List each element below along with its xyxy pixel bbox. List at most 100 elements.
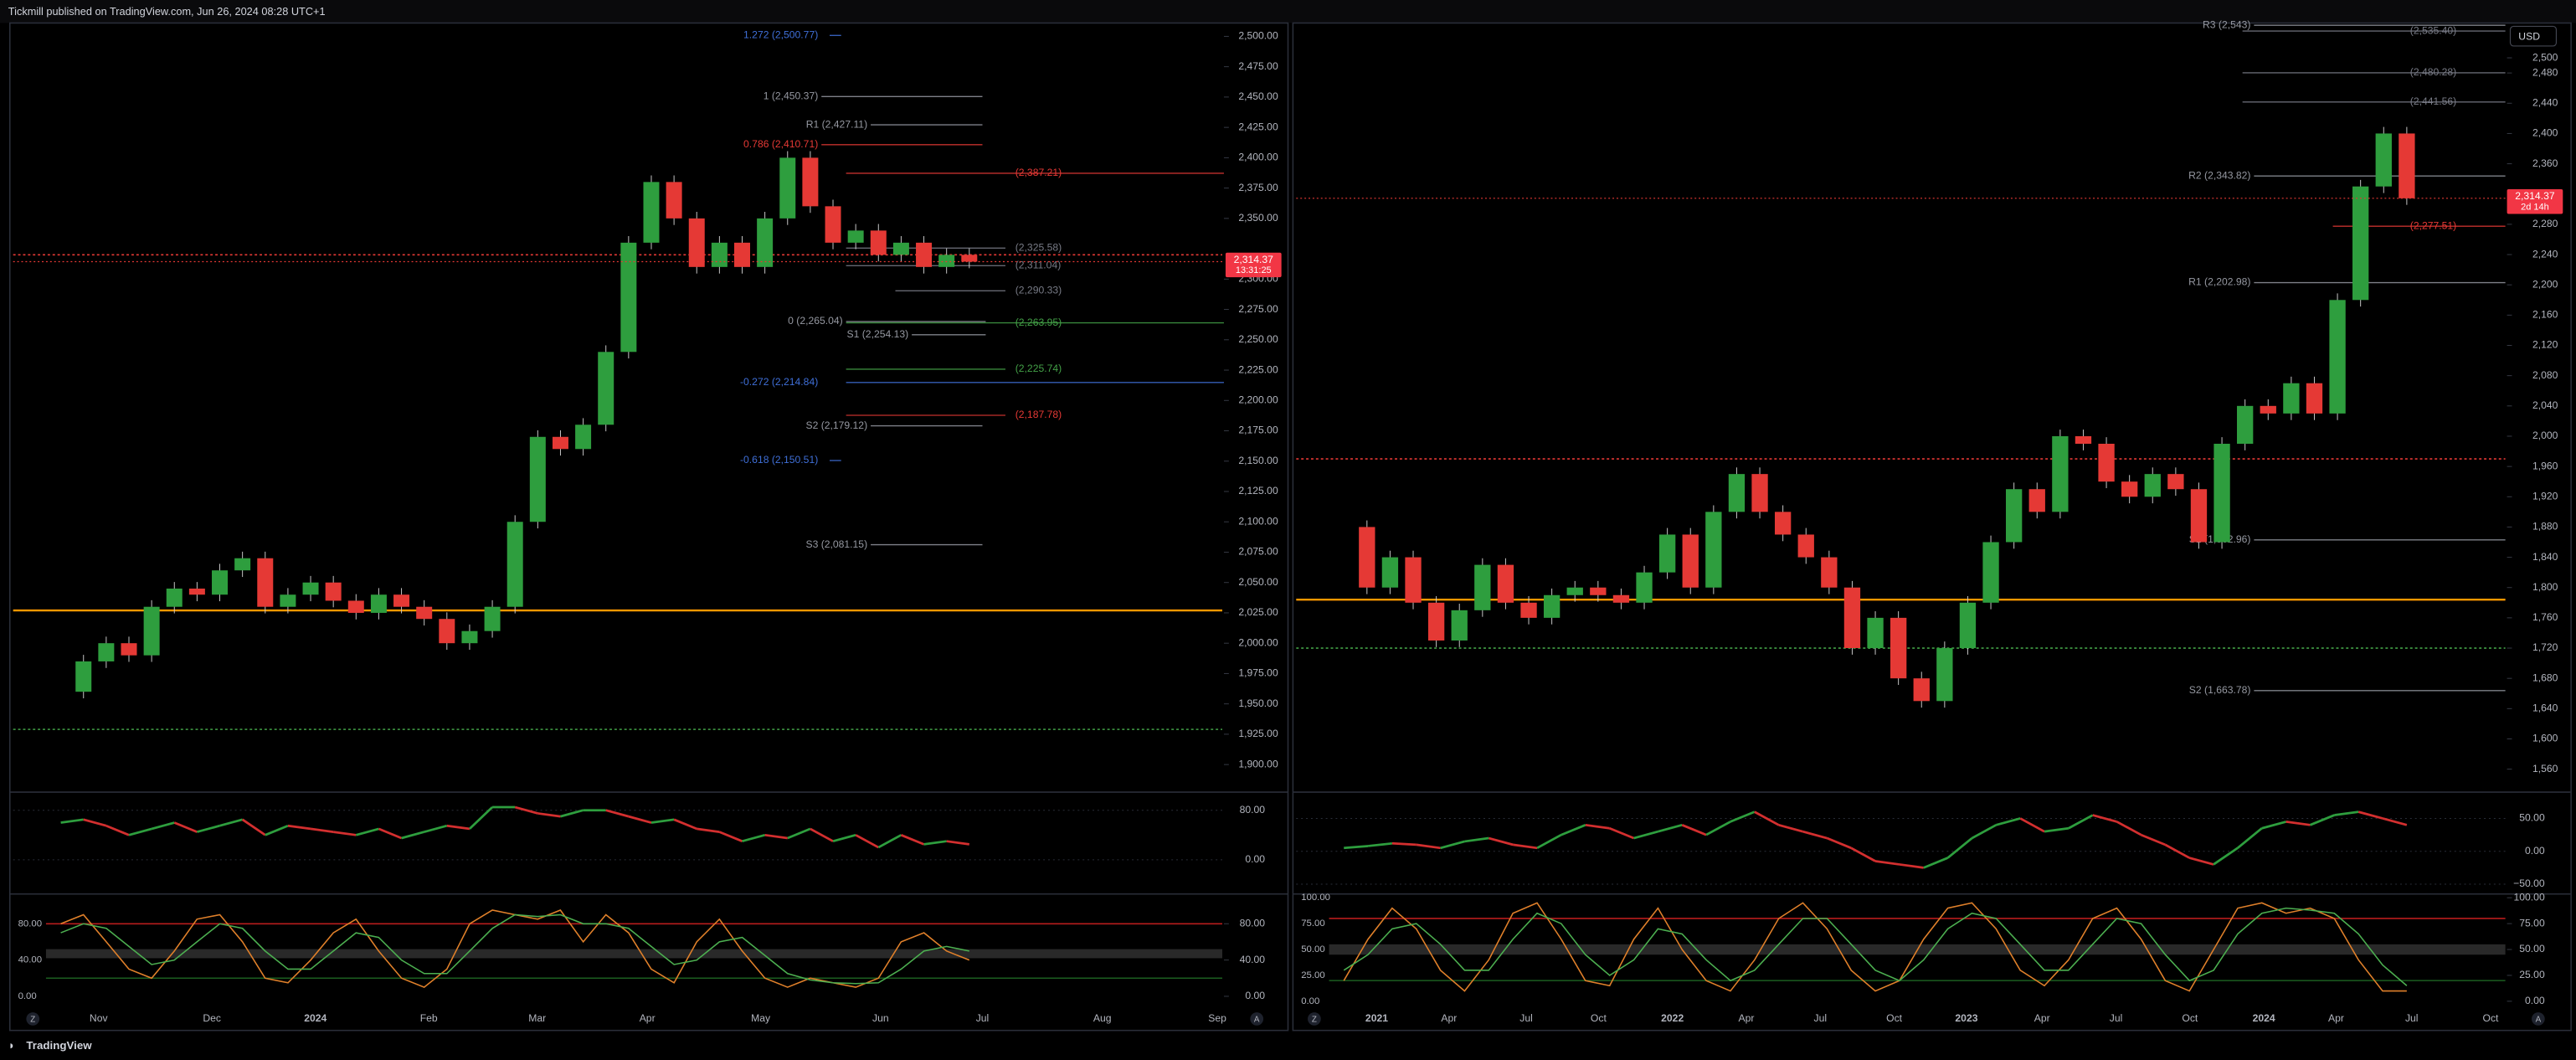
rsi-segment xyxy=(1464,836,1489,843)
time-label: Jul xyxy=(976,1012,990,1024)
rsi-segment xyxy=(537,812,561,818)
level-label: 0 (2,265.04) xyxy=(788,315,843,327)
price-tick-label: 2,175.00 xyxy=(1238,425,1278,436)
currency-label: USD xyxy=(2518,30,2540,42)
rsi-segment xyxy=(1561,824,1586,836)
level-label: R1 (2,202.98) xyxy=(2188,276,2250,288)
rsi-segment xyxy=(1367,841,1393,847)
stoch-tick-label-left: 40.00 xyxy=(18,955,42,965)
price-tick-label: 2,225.00 xyxy=(1238,363,1278,375)
time-label: Oct xyxy=(2482,1012,2499,1024)
time-label: Apr xyxy=(1441,1012,1457,1024)
candle xyxy=(461,630,478,644)
rsi-segment xyxy=(332,831,357,836)
time-label: 2021 xyxy=(1365,1012,1388,1024)
price-tick-label: 2,200 xyxy=(2532,278,2558,290)
stoch-tick-label-left: 100.00 xyxy=(1301,893,1330,903)
rsi-segment xyxy=(265,824,289,836)
level-label: S2 (2,179.12) xyxy=(805,419,867,431)
rsi-segment xyxy=(2116,821,2142,836)
stoch-tick-label: 0.00 xyxy=(2525,995,2545,1006)
rsi-segment xyxy=(1754,810,1780,826)
level-label: R1 (2,427.11) xyxy=(806,118,867,130)
price-tick-label: 1,840 xyxy=(2532,551,2558,563)
candle xyxy=(620,242,637,352)
rsi-segment xyxy=(310,827,334,833)
rsi-segment xyxy=(2188,857,2214,866)
price-tick-label: 2,080 xyxy=(2532,369,2558,381)
candle xyxy=(75,661,92,692)
candle xyxy=(916,242,933,267)
rsi-segment xyxy=(2044,826,2070,833)
rsi-segment xyxy=(1440,840,1465,850)
rsi-segment xyxy=(287,824,311,831)
candle xyxy=(666,182,682,219)
rsi-segment xyxy=(673,818,697,831)
rsi-segment xyxy=(2164,843,2190,859)
price-tick-label: 2,160 xyxy=(2532,309,2558,321)
price-tick-label: 2,450.00 xyxy=(1238,90,1278,102)
rsi-segment xyxy=(787,827,811,840)
candle xyxy=(325,582,342,601)
price-tick-label: 2,100.00 xyxy=(1238,515,1278,527)
candle xyxy=(1658,534,1676,573)
candle xyxy=(1474,564,1491,610)
time-label: Apr xyxy=(2034,1012,2050,1024)
rsi-segment xyxy=(105,824,130,836)
level-label: (2,290.33) xyxy=(1015,285,1062,296)
rsi-segment xyxy=(1416,843,1441,850)
price-tick-label: 2,350.00 xyxy=(1238,212,1278,224)
rsi-segment xyxy=(1778,823,1803,833)
candle xyxy=(439,619,455,644)
rsi-segment xyxy=(1971,824,1997,840)
level-label: (2,535.40) xyxy=(2410,24,2456,36)
time-label: Jul xyxy=(1519,1012,1533,1024)
rsi-segment xyxy=(2237,827,2263,849)
rsi-segment xyxy=(1585,823,1610,830)
candle xyxy=(188,588,205,595)
candle xyxy=(1682,534,1699,588)
candle xyxy=(2306,383,2323,414)
candle xyxy=(121,643,137,656)
last-price-tag xyxy=(2507,189,2563,214)
price-tick-label: 2,125.00 xyxy=(1238,485,1278,497)
stoch-tick-label: 100.00 xyxy=(2514,891,2545,903)
rsi-segment xyxy=(697,827,720,833)
level-label: (2,225.74) xyxy=(1015,363,1062,374)
price-tick-label: 2,400 xyxy=(2532,127,2558,139)
rsi-segment xyxy=(2357,810,2383,820)
candle xyxy=(1427,602,1445,641)
time-label: Nov xyxy=(90,1012,109,1024)
price-tick-label: 2,040 xyxy=(2532,399,2558,411)
candle xyxy=(961,255,978,262)
rsi-segment xyxy=(1391,841,1417,846)
rsi-segment xyxy=(2261,821,2286,830)
rsi-segment xyxy=(1513,843,1538,850)
candle xyxy=(802,157,819,207)
publisher: Tickmill published on TradingView.com, J… xyxy=(8,5,326,18)
price-tick-label: 1,975.00 xyxy=(1238,667,1278,679)
time-label: Apr xyxy=(640,1012,656,1024)
stoch-tick-label: 50.00 xyxy=(2519,943,2545,955)
candle xyxy=(1728,474,1746,512)
rsi-segment xyxy=(1681,824,1707,836)
candle xyxy=(1590,587,1607,595)
candle xyxy=(506,522,523,607)
time-label: Jul xyxy=(2110,1012,2123,1024)
candle xyxy=(1381,557,1399,588)
rsi-tick-label: 0.00 xyxy=(2525,845,2545,857)
time-label: Jul xyxy=(2405,1012,2419,1024)
time-label: Apr xyxy=(1739,1012,1755,1024)
rsi-segment xyxy=(1536,833,1562,850)
level-label: R3 (2,543) xyxy=(2203,18,2250,30)
price-tick-label: 1,600 xyxy=(2532,733,2558,744)
rsi-tick-label: 50.00 xyxy=(2519,812,2545,824)
rsi-segment xyxy=(1609,826,1635,840)
candle xyxy=(1405,557,1422,603)
level-label: S1 (2,254.13) xyxy=(847,328,909,340)
candle xyxy=(757,218,774,267)
rsi-tick-label: 0.00 xyxy=(1245,853,1265,865)
price-tick-label: 1,920 xyxy=(2532,490,2558,502)
left-frame xyxy=(8,22,1289,1032)
